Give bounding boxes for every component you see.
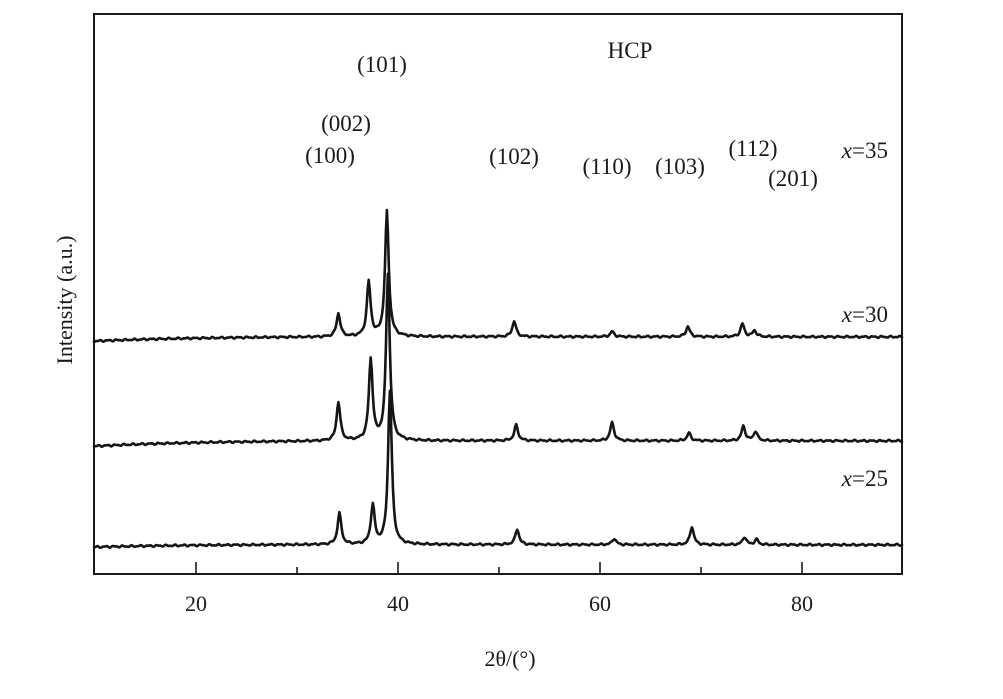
- series-label-x30: x=30: [841, 302, 888, 327]
- peak-label-110: (110): [583, 154, 632, 179]
- peak-annotations: (100) (002) (101) (102) (110) (103) (112…: [305, 52, 818, 191]
- x-axis-ticks: [93, 562, 803, 574]
- peak-label-100: (100): [305, 143, 355, 168]
- series-label-x35: x=35: [841, 138, 888, 163]
- pattern-line-x35: [92, 208, 904, 344]
- peak-label-101: (101): [357, 52, 407, 77]
- x-tick-label-20: 20: [185, 591, 207, 616]
- peak-label-201: (201): [768, 166, 818, 191]
- pattern-line-x25: [92, 389, 904, 550]
- xrd-patterns: [92, 208, 904, 550]
- pattern-line-x30: [92, 272, 904, 448]
- x-tick-label-40: 40: [387, 591, 409, 616]
- phase-label: HCP: [608, 38, 653, 63]
- x-tick-label-80: 80: [791, 591, 813, 616]
- peak-label-002: (002): [321, 111, 371, 136]
- x-axis-label: 2θ/(°): [484, 646, 535, 671]
- series-labels: x=35 x=30 x=25: [841, 138, 888, 491]
- x-tick-labels: 20 40 60 80: [185, 591, 813, 616]
- x-tick-label-60: 60: [589, 591, 611, 616]
- series-label-x25: x=25: [841, 466, 888, 491]
- peak-label-102: (102): [489, 144, 539, 169]
- peak-label-112: (112): [729, 136, 778, 161]
- plot-frame: [93, 13, 903, 575]
- y-axis-label: Intensity (a.u.): [52, 236, 77, 365]
- peak-label-103: (103): [655, 154, 705, 179]
